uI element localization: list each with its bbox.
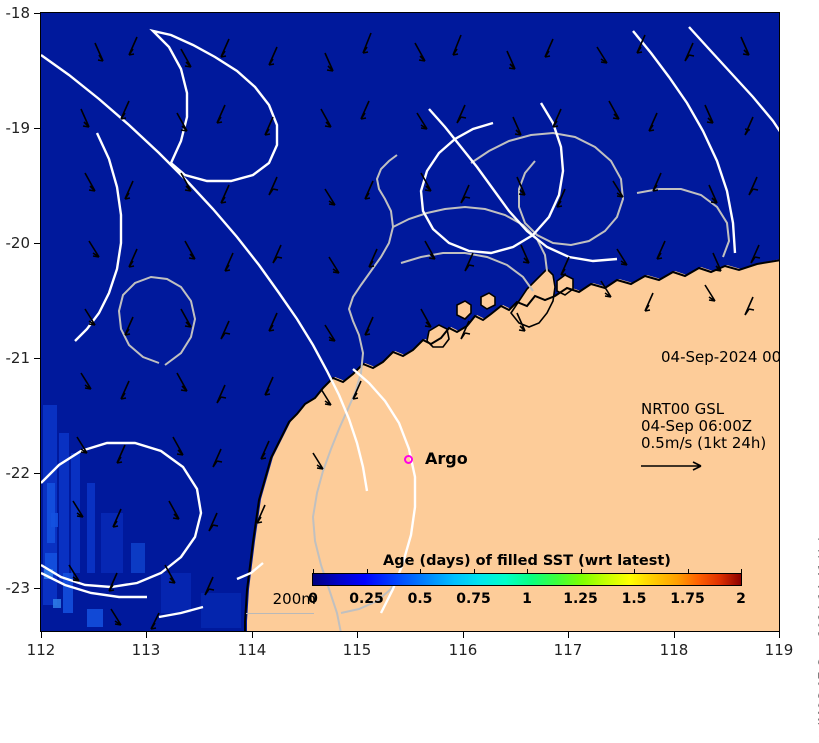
colorbar-gradient[interactable]: 0 0.25 0.5 0.75 1 1.25 1.5 1.75 2 <box>308 569 746 607</box>
colorbar-label: 1 <box>522 591 532 607</box>
y-tick <box>34 473 40 474</box>
colorbar-tick <box>473 569 475 574</box>
y-tick <box>34 588 40 589</box>
colorbar-tick <box>687 569 689 574</box>
depth-contour-legend: 200m 1000m <box>244 571 326 631</box>
y-tick-label: -19 <box>5 119 31 137</box>
colorbar-tick <box>634 569 635 574</box>
y-tick <box>34 243 40 244</box>
colorbar-label: 1.75 <box>670 591 705 607</box>
depth-1000m-label: 1000m <box>273 628 326 631</box>
colorbar[interactable]: Age (days) of filled SST (wrt latest) 0 … <box>308 553 746 607</box>
x-tick <box>463 632 464 638</box>
y-tick <box>34 128 40 129</box>
x-tick <box>568 632 569 638</box>
x-tick <box>41 632 42 638</box>
x-tick-label: 112 <box>26 641 56 659</box>
x-tick-label: 113 <box>131 641 161 659</box>
colorbar-label: 0 <box>308 591 318 607</box>
age-patch <box>201 593 241 628</box>
land-mainland <box>247 259 779 631</box>
age-patch <box>131 543 145 573</box>
colorbar-tick <box>420 569 421 574</box>
x-tick <box>674 632 675 638</box>
y-tick-label: -22 <box>5 464 31 482</box>
date-stamp: 04-Sep-2024 00Z <box>661 348 780 366</box>
y-tick-label: -23 <box>5 579 31 597</box>
colorbar-label: 0.25 <box>349 591 384 607</box>
x-tick-label: 116 <box>448 641 478 659</box>
colorbar-label: 0.5 <box>407 591 433 607</box>
colorbar-tick <box>366 569 368 574</box>
current-scale-arrow <box>641 461 702 471</box>
age-patch <box>87 609 103 627</box>
colorbar-label: 2 <box>736 591 746 607</box>
y-tick <box>34 13 40 14</box>
depth-200m-label: 200m <box>272 590 316 608</box>
x-tick-label: 117 <box>553 641 583 659</box>
x-tick <box>779 632 780 638</box>
age-patch <box>59 433 69 583</box>
x-tick-label: 119 <box>764 641 794 659</box>
current-info-block: NRT00 GSL 04-Sep 06:00Z 0.5m/s (1kt 24h) <box>641 400 767 452</box>
land-island-c <box>481 293 495 309</box>
age-patch <box>63 573 73 613</box>
colorbar-tick <box>580 569 582 574</box>
y-tick <box>34 358 40 359</box>
argo-float-marker[interactable] <box>404 455 413 464</box>
x-tick-label: 114 <box>237 641 267 659</box>
x-tick <box>357 632 358 638</box>
age-patch <box>44 569 53 579</box>
age-patch <box>101 513 123 573</box>
age-patch <box>51 513 58 527</box>
y-tick-label: -20 <box>5 234 31 252</box>
colorbar-tick <box>741 569 742 574</box>
y-tick-label: -18 <box>5 4 31 22</box>
age-patch <box>71 453 80 573</box>
depth-legend-rule <box>246 613 314 614</box>
land-island-b <box>457 301 471 319</box>
current-vectors <box>68 32 761 630</box>
argo-label: Argo <box>425 449 468 468</box>
contour-200m <box>41 26 779 619</box>
colorbar-title: Age (days) of filled SST (wrt latest) <box>383 553 671 569</box>
land-island-d <box>557 275 573 295</box>
age-patch <box>87 483 95 573</box>
age-patch <box>161 573 191 613</box>
x-tick-label: 115 <box>342 641 372 659</box>
x-tick <box>146 632 147 638</box>
figure-canvas: Argo 04-Sep-2024 00Z NRT00 GSL 04-Sep 06… <box>5 4 819 743</box>
x-tick <box>252 632 253 638</box>
land-island-a <box>427 325 449 347</box>
y-tick-label: -21 <box>5 349 31 367</box>
map-geography-layer <box>41 26 779 631</box>
colorbar-label: 1.5 <box>621 591 647 607</box>
age-patch <box>53 599 61 608</box>
colorbar-tick <box>527 569 528 574</box>
colorbar-tick <box>313 569 314 574</box>
colorbar-label: 1.25 <box>563 591 598 607</box>
map-plot-area[interactable]: Argo 04-Sep-2024 00Z NRT00 GSL 04-Sep 06… <box>40 12 780 632</box>
x-tick-label: 118 <box>659 641 689 659</box>
colorbar-label: 0.75 <box>456 591 491 607</box>
coastline-island-fringe <box>426 267 574 348</box>
